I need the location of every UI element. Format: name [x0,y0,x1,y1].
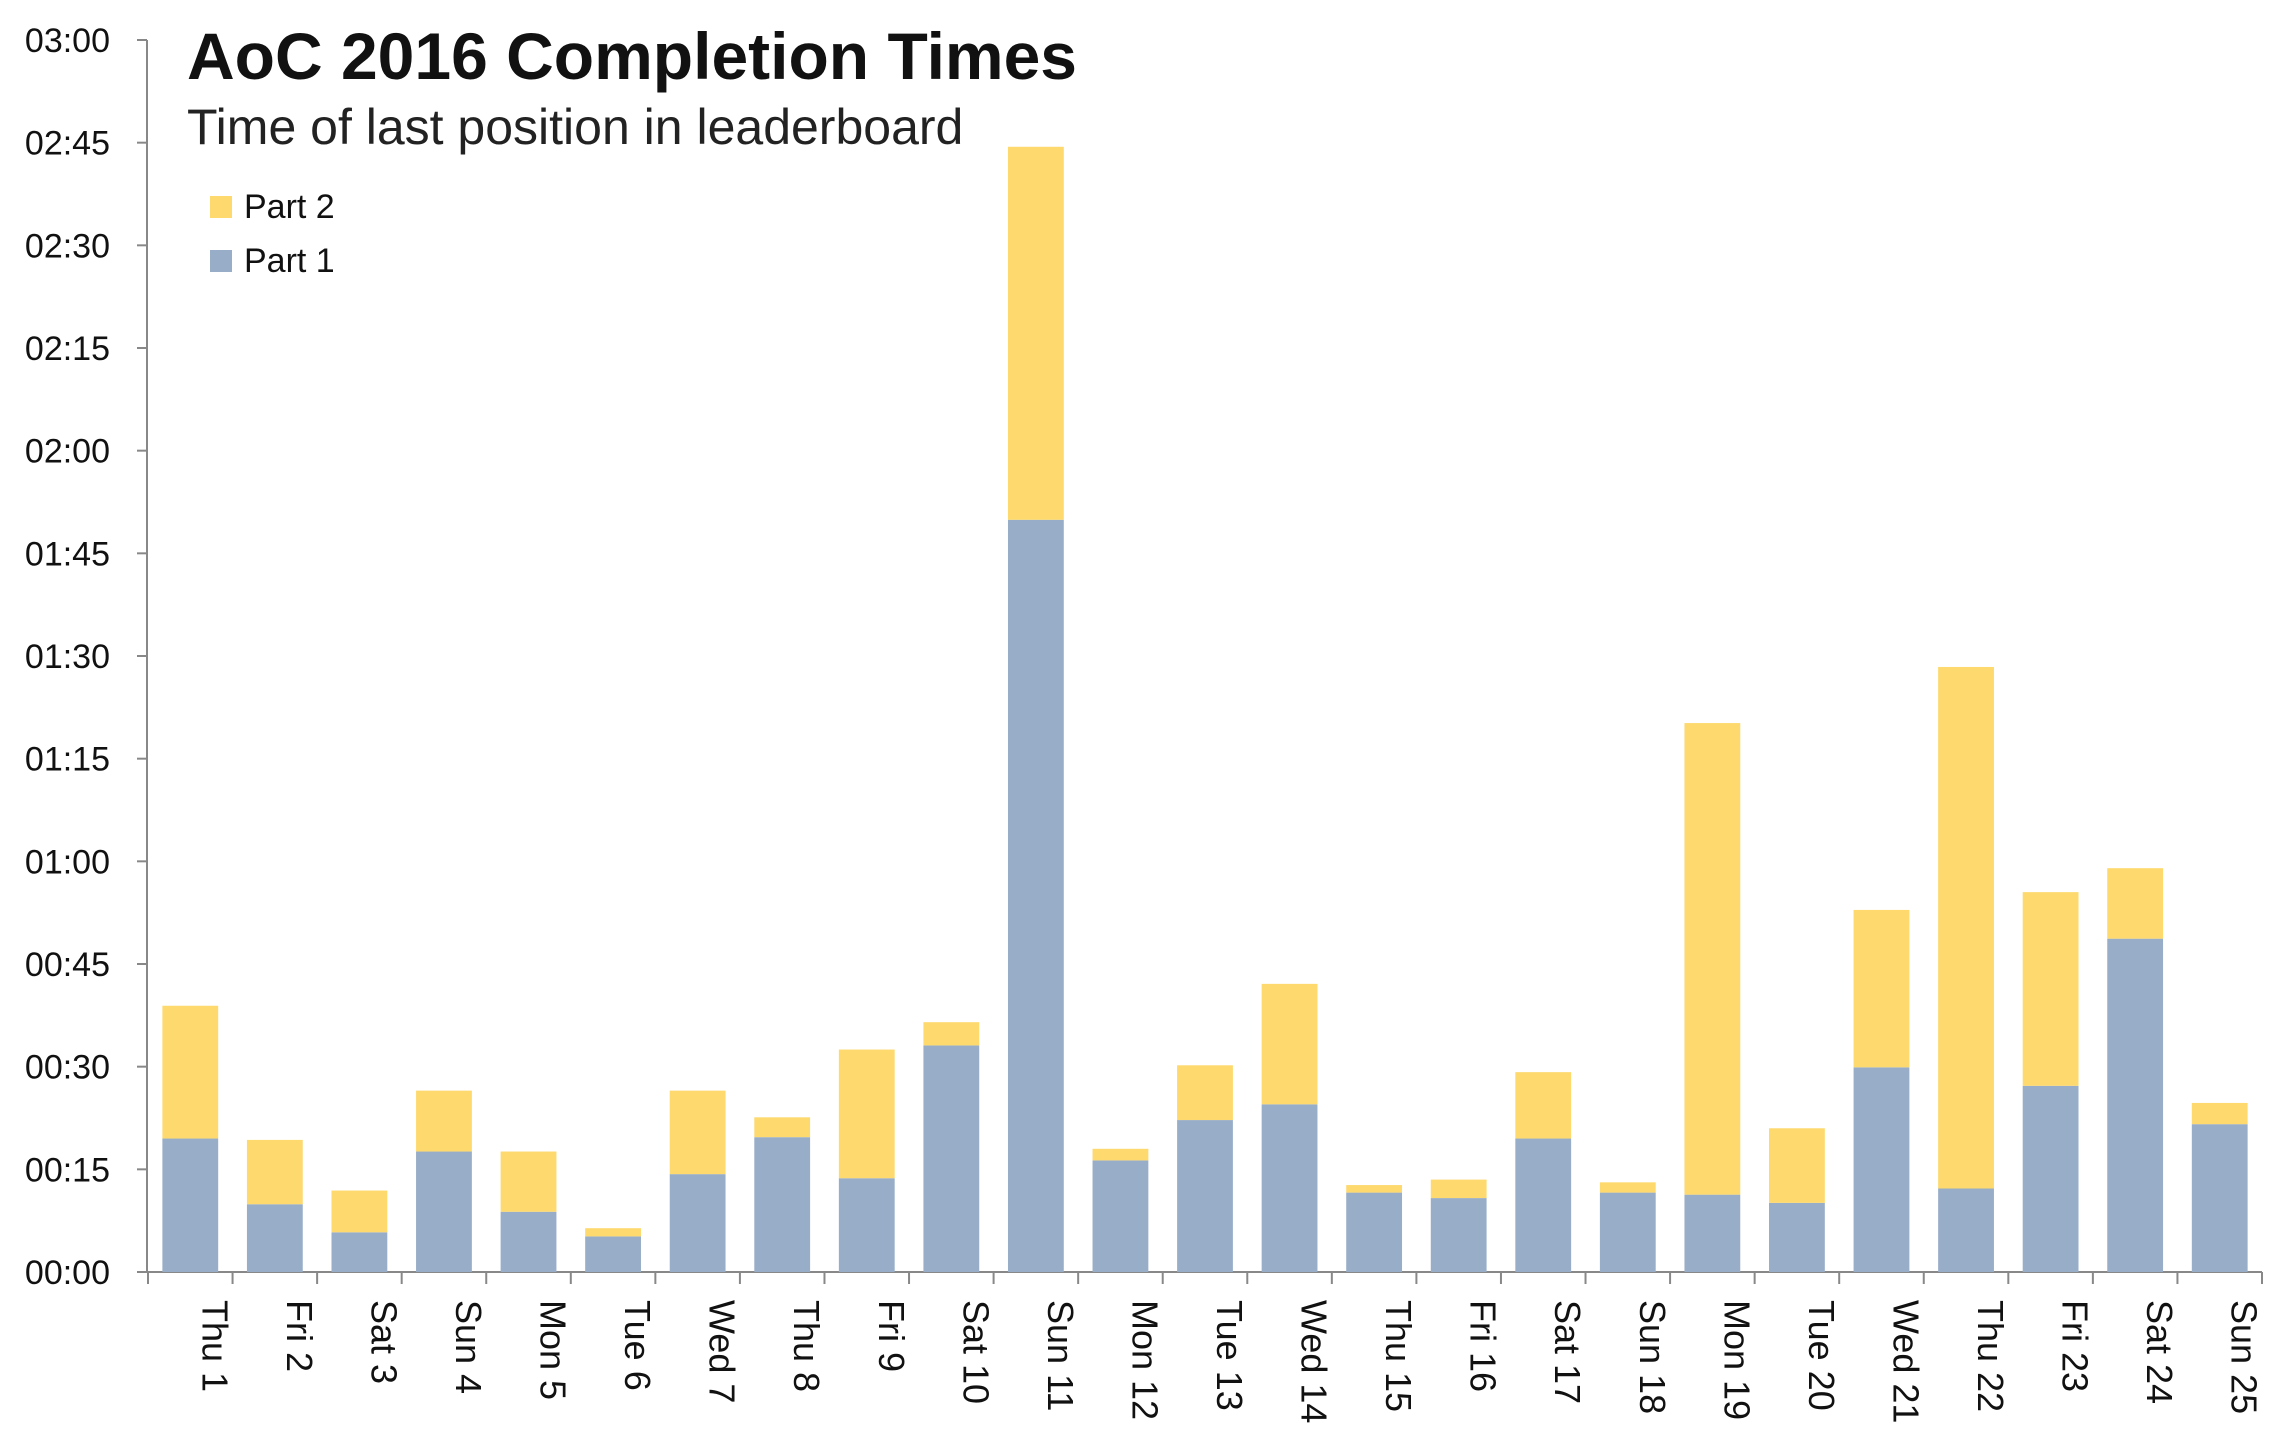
bar-part-1 [1938,1188,1994,1272]
x-tick-label: Wed 7 [702,1300,743,1403]
bar-part-2 [754,1117,811,1138]
bar-part-1 [838,1178,895,1272]
x-tick-label: Thu 8 [786,1300,827,1392]
bar-part-2 [1853,909,1910,1068]
bar-part-2 [162,1005,219,1139]
bar-part-1 [1769,1202,1825,1272]
y-tick-label: 01:45 [25,535,110,573]
bar-part-2 [246,1139,303,1205]
bar-part-1 [1853,1067,1910,1272]
x-tick-label: Sun 25 [2224,1300,2265,1414]
x-tick-label: Thu 22 [1970,1300,2011,1412]
y-tick-label: 00:30 [25,1049,110,1087]
bar-part-1 [754,1137,811,1272]
bar-part-2 [1769,1128,1825,1203]
bar-part-2 [416,1090,472,1152]
y-tick-label: 02:45 [25,125,110,163]
x-tick-label: Tue 6 [617,1300,658,1391]
bar-part-1 [246,1204,303,1272]
y-tick-label: 03:00 [25,22,110,60]
bar-part-1 [2191,1124,2248,1272]
bar-part-1 [331,1232,388,1272]
y-tick-label: 00:15 [25,1151,110,1189]
x-tick-label: Sat 24 [2139,1300,2180,1404]
bar-part-2 [1177,1065,1233,1121]
bar-part-2 [585,1228,641,1237]
x-tick-label: Sat 17 [1547,1300,1588,1404]
x-tick-label: Sat 3 [363,1300,404,1384]
bar-part-1 [1515,1138,1572,1272]
y-tick-label: 01:30 [25,638,110,676]
bar-part-1 [1599,1192,1656,1272]
y-tick-label: 00:00 [25,1254,110,1292]
x-tick-label: Mon 12 [1124,1300,1165,1420]
x-tick-label: Fri 23 [2055,1300,2096,1392]
bar-part-2 [500,1151,557,1212]
bar-part-2 [1599,1182,1656,1193]
bar-part-1 [500,1211,557,1272]
bar-part-1 [1430,1198,1487,1272]
bar-part-1 [923,1045,980,1272]
y-tick-label: 02:00 [25,433,110,471]
bar-part-1 [1346,1192,1403,1272]
bar-part-1 [585,1236,641,1272]
legend-item-part-2: Part 2 [210,180,335,234]
bar-part-1 [162,1138,219,1272]
bar-part-2 [1684,723,1741,1195]
x-tick-label: Mon 19 [1716,1300,1757,1420]
legend: Part 2 Part 1 [210,180,335,288]
chart-title: AoC 2016 Completion Times [187,19,1078,93]
x-tick-label: Tue 13 [1209,1300,1250,1411]
x-tick-label: Fri 2 [279,1300,320,1372]
bar-part-2 [1515,1072,1572,1139]
x-tick-label: Wed 14 [1294,1300,1335,1423]
bar-part-2 [669,1090,726,1175]
bar-part-1 [1092,1160,1149,1272]
x-tick-label: Mon 5 [533,1300,574,1400]
bar-part-2 [1938,666,1994,1189]
x-tick-label: Sun 11 [1040,1300,1081,1411]
x-tick-label: Thu 15 [1378,1300,1419,1412]
x-tick-label: Tue 20 [1801,1300,1842,1411]
bar-part-2 [2191,1102,2248,1125]
bar-part-1 [1007,519,1064,1272]
x-tick-label: Sun 4 [448,1300,489,1394]
x-tick-label: Sun 18 [1632,1300,1673,1414]
legend-swatch-part-1 [210,250,232,272]
bar-part-2 [923,1022,980,1046]
y-tick-label: 01:15 [25,741,110,779]
bar-part-2 [1430,1179,1487,1199]
x-tick-label: Fri 9 [871,1300,912,1372]
y-tick-label: 02:30 [25,227,110,265]
bar-part-1 [1177,1120,1233,1272]
legend-label-part-2: Part 2 [244,187,335,226]
legend-item-part-1: Part 1 [210,234,335,288]
bar-part-1 [416,1151,472,1272]
x-tick-label: Fri 16 [1463,1300,1504,1392]
x-tick-label: Thu 1 [194,1300,235,1392]
bar-part-1 [2022,1085,2079,1272]
y-tick-label: 01:00 [25,843,110,881]
bar-part-2 [1092,1148,1149,1161]
legend-swatch-part-2 [210,196,232,218]
y-tick-label: 00:45 [25,946,110,984]
y-tick-label: 02:15 [25,330,110,368]
bar-part-2 [838,1049,895,1179]
bar-part-2 [1346,1185,1403,1193]
chart-subtitle: Time of last position in leaderboard [187,99,964,155]
bar-part-2 [331,1190,388,1233]
bar-part-1 [669,1174,726,1272]
legend-label-part-1: Part 1 [244,241,335,280]
bar-part-2 [2107,868,2164,939]
x-tick-label: Wed 21 [1885,1300,1926,1423]
bar-part-2 [1261,983,1318,1105]
bar-part-1 [1261,1104,1318,1272]
bar-part-1 [2107,938,2164,1272]
bar-part-2 [2022,892,2079,1086]
bar-part-1 [1684,1194,1741,1272]
bar-part-2 [1007,146,1064,520]
x-tick-label: Sat 10 [955,1300,996,1404]
